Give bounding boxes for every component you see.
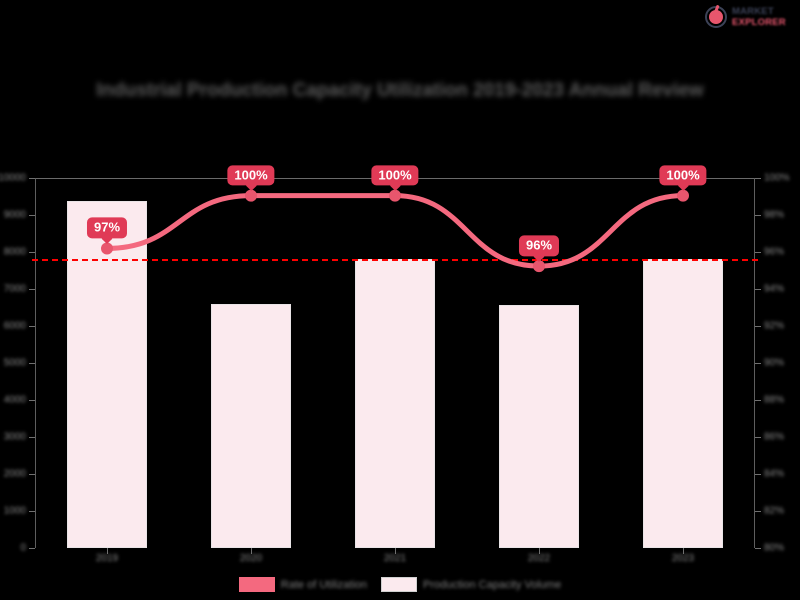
bar[interactable] <box>210 303 292 548</box>
legend-item[interactable]: Production Capacity Volume <box>381 577 561 592</box>
axis-tick <box>755 178 761 179</box>
axis-tick <box>755 437 761 438</box>
legend-bar-swatch <box>381 577 418 592</box>
y-axis-right-label: 100% <box>764 172 790 184</box>
axis-tick <box>755 400 761 401</box>
logo-burst-icon <box>703 4 729 30</box>
axis-tick <box>29 178 35 179</box>
x-axis-label: 2021 <box>383 553 407 564</box>
axis-tick <box>755 548 761 549</box>
legend-item[interactable]: Rate of Utilization <box>238 577 368 592</box>
logo-wordmark: MARKET EXPLORER <box>732 5 786 28</box>
x-axis-tick <box>251 548 252 554</box>
logo-line-1: MARKET <box>732 5 774 17</box>
data-point-label: 97% <box>86 217 128 239</box>
bar[interactable] <box>66 201 148 548</box>
axis-tick <box>755 511 761 512</box>
y-axis-right-label: 84% <box>764 468 785 480</box>
y-axis-right-label: 86% <box>764 431 785 443</box>
bar[interactable] <box>498 305 580 548</box>
axis-tick <box>29 326 35 327</box>
y-axis-right-label: 96% <box>764 246 785 258</box>
line-marker[interactable] <box>389 189 401 202</box>
y-axis-left-label: 5000 <box>3 357 26 369</box>
y-axis-right-label: 90% <box>764 357 785 369</box>
y-axis-right-label: 82% <box>764 505 785 517</box>
y-axis-right-label: 88% <box>764 394 785 406</box>
x-axis-label: 2022 <box>527 553 551 564</box>
y-axis-left-label: 8000 <box>3 246 26 258</box>
y-axis-left-label: 4000 <box>3 394 26 406</box>
axis-tick <box>755 474 761 475</box>
y-axis-left-label: 9000 <box>3 209 26 221</box>
axis-tick <box>29 289 35 290</box>
y-axis-left <box>35 178 36 548</box>
threshold-line <box>32 258 758 261</box>
axis-tick <box>755 363 761 364</box>
axis-tick <box>29 511 35 512</box>
data-point-label: 100% <box>371 164 419 186</box>
data-point-label: 100% <box>659 164 707 186</box>
axis-tick <box>29 474 35 475</box>
x-axis-tick <box>539 548 540 554</box>
legend-label: Production Capacity Volume <box>423 578 562 591</box>
y-axis-left-label: 0 <box>20 542 26 554</box>
line-path <box>104 193 686 269</box>
x-axis-label: 2023 <box>671 553 695 564</box>
y-axis-right <box>754 178 755 548</box>
x-axis-tick <box>395 548 396 554</box>
plot-area: 10000 9000 8000 7000 6000 5000 4000 3000 2000 100… <box>0 164 790 564</box>
chart-title: Industrial Production Capacity Utilizati… <box>96 80 704 101</box>
y-axis-left-label: 3000 <box>3 431 26 443</box>
y-axis-left-label: 1000 <box>3 505 26 517</box>
x-axis-tick <box>683 548 684 554</box>
y-axis-left-label: 7000 <box>3 283 26 295</box>
brand-logo: MARKET EXPLORER <box>703 2 795 32</box>
y-axis-right-label: 94% <box>764 283 785 295</box>
legend-line-swatch <box>238 577 275 592</box>
axis-tick <box>29 548 35 549</box>
x-axis-label: 2019 <box>95 553 119 564</box>
axis-tick <box>755 215 761 216</box>
line-marker[interactable] <box>245 189 257 202</box>
axis-tick <box>755 326 761 327</box>
axis-tick <box>29 215 35 216</box>
axis-tick <box>755 289 761 290</box>
y-axis-right-label: 92% <box>764 320 785 332</box>
y-axis-left-label: 6000 <box>3 320 26 332</box>
axis-tick <box>29 400 35 401</box>
data-point-label: 96% <box>518 235 560 257</box>
axis-tick <box>29 252 35 253</box>
x-axis-label: 2020 <box>239 553 263 564</box>
y-axis-right-label: 80% <box>764 542 785 554</box>
y-axis-left-label: 2000 <box>3 468 26 480</box>
bar[interactable] <box>642 258 724 548</box>
logo-line-2: EXPLORER <box>732 17 786 28</box>
legend-label: Rate of Utilization <box>280 578 368 591</box>
line-marker[interactable] <box>677 189 689 202</box>
axis-tick <box>29 363 35 364</box>
data-point-label: 100% <box>227 164 275 186</box>
y-axis-right-label: 98% <box>764 209 785 221</box>
x-axis-tick <box>107 548 108 554</box>
chart-legend: Rate of Utilization Production Capacity V… <box>0 577 800 592</box>
axis-tick <box>29 437 35 438</box>
bar[interactable] <box>354 258 436 548</box>
axis-tick <box>755 252 761 253</box>
y-axis-left-label: 10000 <box>0 172 26 184</box>
